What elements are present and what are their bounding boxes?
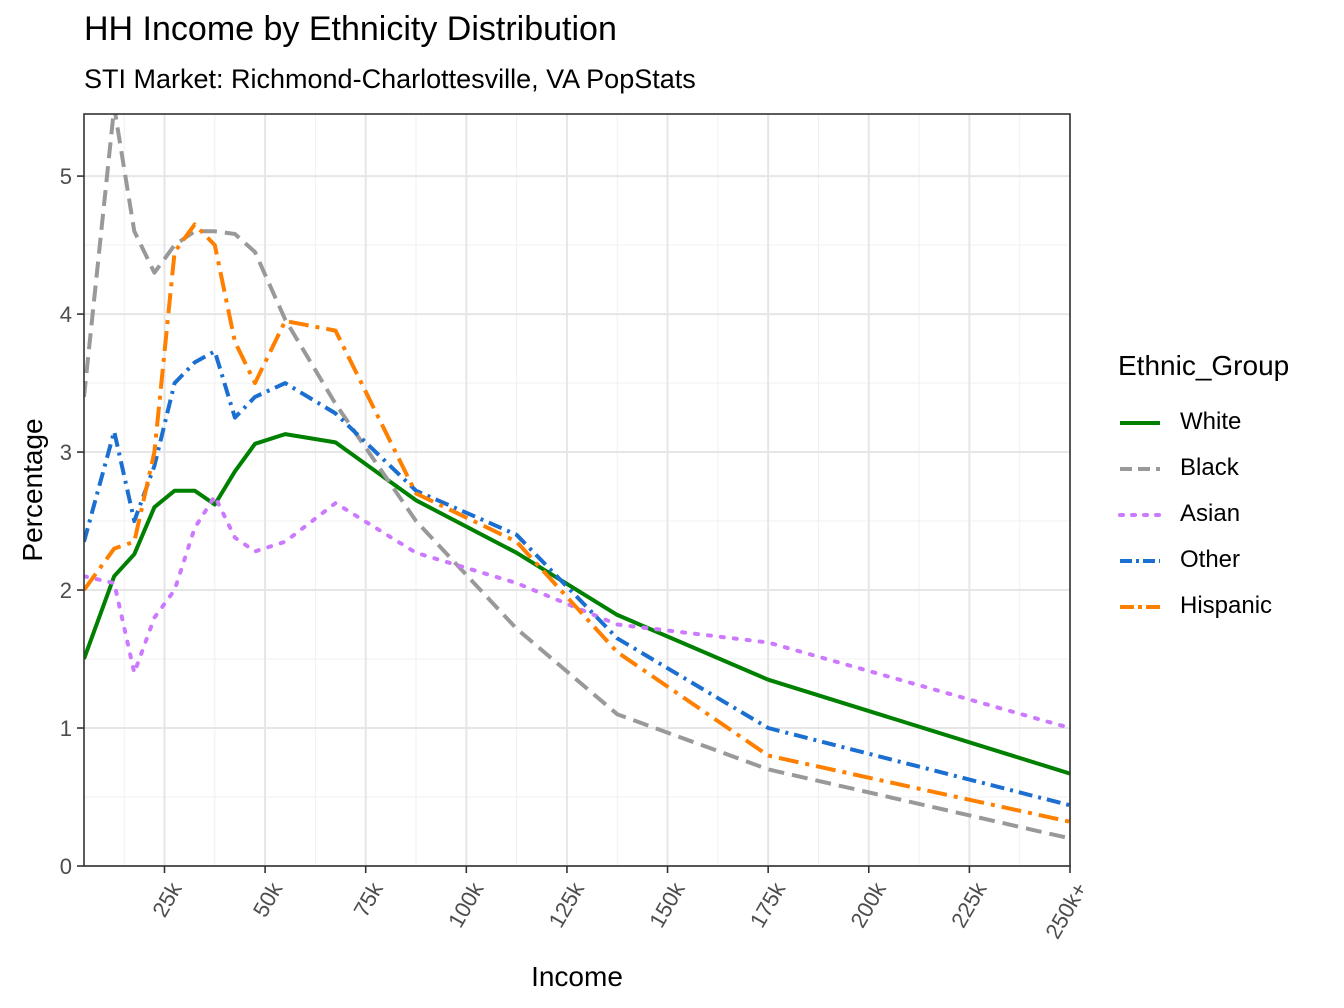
y-tick-label: 0 [60,854,72,879]
x-tick-label: 200k [845,877,891,932]
y-tick-label: 1 [60,716,72,741]
x-tick-label: 175k [745,877,791,932]
legend-label-other: Other [1180,546,1241,573]
x-tick-label: 50k [248,877,288,921]
grid-minor [84,114,1070,866]
series-line-white [84,432,1070,776]
axis-ticks [77,175,1071,873]
series-line-other [84,349,1070,808]
x-tick-label: 75k [349,877,389,921]
series-layer [84,114,1070,841]
x-tick-label: 25k [147,877,187,921]
chart-subtitle: STI Market: Richmond-Charlottesville, VA… [84,64,696,94]
x-tick-label: 250k+ [1040,878,1092,943]
x-tick-label: 150k [644,877,690,932]
x-tick-label: 125k [544,877,590,932]
legend-keys [1118,421,1162,609]
legend-label-asian: Asian [1180,500,1241,527]
legend-label-white: White [1180,408,1242,435]
grid-major [84,114,1071,867]
x-tick-label: 100k [443,877,489,932]
y-tick-label: 5 [60,164,72,189]
legend-label-black: Black [1180,454,1239,481]
y-tick-label: 3 [60,440,72,465]
x-axis-label: Income [531,961,623,992]
x-tick-label: 225k [946,877,992,932]
y-tick-label: 4 [60,302,72,327]
series-line-asian [84,494,1070,730]
legend-title: Ethnic_Group [1118,350,1290,381]
y-tick-label: 2 [60,578,72,603]
y-axis-label: Percentage [17,418,48,561]
chart-title: HH Income by Ethnicity Distribution [84,10,617,48]
legend-label-hispanic: Hispanic [1180,592,1273,619]
plot-panel-border [83,113,1071,867]
series-line-hispanic [84,222,1070,824]
series-line-black [84,114,1070,841]
